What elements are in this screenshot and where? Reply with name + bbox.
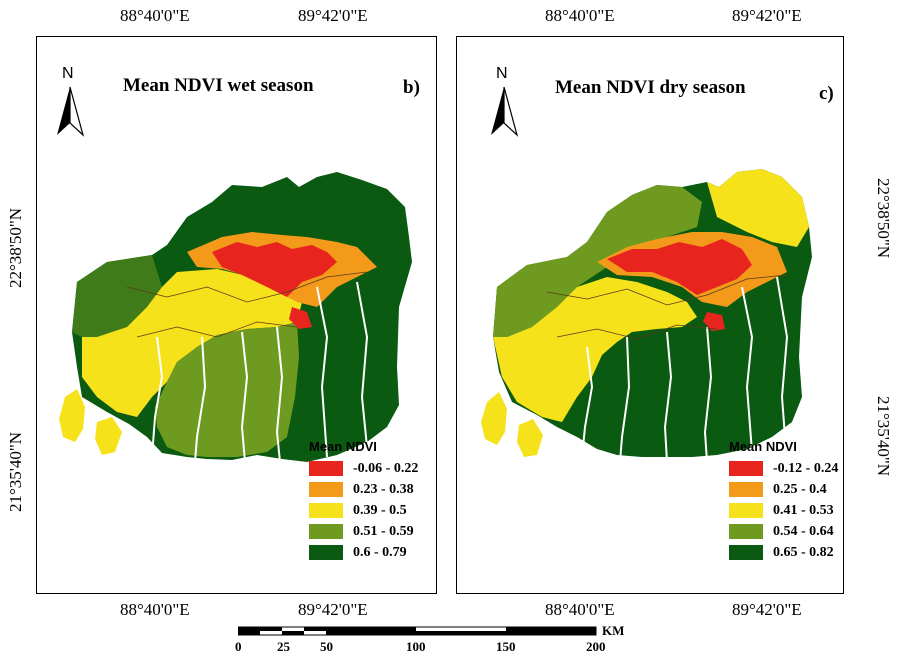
lon-label-top-right-1: 88°40'0"E	[545, 6, 615, 25]
north-arrow-dry: N	[489, 65, 519, 137]
scale-bar-unit: KM	[602, 623, 625, 638]
scale-tick-label: 100	[406, 639, 426, 654]
scale-tick-label: 150	[496, 639, 516, 654]
legend-label: 0.39 - 0.5	[353, 502, 407, 518]
panel-title-wet: Mean NDVI wet season	[123, 75, 314, 96]
north-arrow-icon	[57, 86, 85, 137]
legend-label: -0.06 - 0.22	[353, 460, 419, 476]
map-panel-dry-season: N Mean NDVI dry season c) Mean NDVI -0.1…	[456, 36, 844, 594]
lat-label-left-bottom: 21°35'40"N	[6, 431, 25, 512]
legend-label: 0.54 - 0.64	[773, 523, 834, 539]
legend-swatch	[309, 545, 343, 560]
ndvi-map-dry	[481, 169, 812, 463]
lon-label-top-left-2: 89°42'0"E	[298, 6, 368, 25]
legend-label: 0.51 - 0.59	[353, 523, 414, 539]
legend-dry: Mean NDVI -0.12 - 0.24 0.25 - 0.4 0.41 -…	[729, 439, 838, 563]
lat-label-right-top: 22°38'50"N	[874, 178, 893, 259]
map-panel-wet-season: N Mean NDVI wet season b) Mean NDVI -0.0…	[36, 36, 437, 594]
legend-item: -0.06 - 0.22	[309, 458, 418, 479]
north-arrow-wet: N	[55, 65, 85, 137]
north-arrow-letter: N	[62, 65, 74, 82]
legend-item: 0.65 - 0.82	[729, 542, 838, 563]
legend-label: 0.25 - 0.4	[773, 481, 827, 497]
lon-label-bottom-left-1: 88°40'0"E	[120, 600, 190, 619]
legend-title: Mean NDVI	[729, 439, 797, 454]
legend-item: 0.54 - 0.64	[729, 521, 838, 542]
legend-item: 0.51 - 0.59	[309, 521, 418, 542]
legend-label: 0.65 - 0.82	[773, 544, 834, 560]
legend-swatch	[309, 503, 343, 518]
legend-swatch	[729, 545, 763, 560]
scale-tick-label: 0	[235, 639, 242, 654]
scale-tick-label: 25	[277, 639, 290, 654]
lat-label-left-top: 22°38'50"N	[6, 207, 25, 288]
panel-title-dry: Mean NDVI dry season	[555, 77, 746, 98]
scale-tick-label: 50	[320, 639, 333, 654]
legend-swatch	[309, 482, 343, 497]
legend-item: 0.23 - 0.38	[309, 479, 418, 500]
legend-item: 0.25 - 0.4	[729, 479, 838, 500]
legend-swatch	[729, 524, 763, 539]
legend-swatch	[729, 482, 763, 497]
legend-item: 0.6 - 0.79	[309, 542, 418, 563]
lon-label-bottom-right-1: 88°40'0"E	[545, 600, 615, 619]
legend-swatch	[309, 461, 343, 476]
legend-title: Mean NDVI	[309, 439, 377, 454]
legend-swatch	[729, 461, 763, 476]
legend-label: -0.12 - 0.24	[773, 460, 839, 476]
legend-wet: Mean NDVI -0.06 - 0.22 0.23 - 0.38 0.39 …	[309, 439, 418, 563]
legend-item: 0.41 - 0.53	[729, 500, 838, 521]
north-arrow-icon	[491, 86, 519, 137]
legend-label: 0.23 - 0.38	[353, 481, 414, 497]
legend-item: -0.12 - 0.24	[729, 458, 838, 479]
north-arrow-letter: N	[496, 65, 508, 82]
legend-swatch	[309, 524, 343, 539]
lat-label-right-bottom: 21°35'40"N	[874, 396, 893, 477]
legend-item: 0.39 - 0.5	[309, 500, 418, 521]
scale-tick-label: 200	[586, 639, 606, 654]
panel-label-b: b)	[403, 77, 420, 98]
lon-label-top-left-1: 88°40'0"E	[120, 6, 190, 25]
scale-bar-graphic	[238, 626, 597, 636]
lon-label-bottom-right-2: 89°42'0"E	[732, 600, 802, 619]
lon-label-bottom-left-2: 89°42'0"E	[298, 600, 368, 619]
legend-label: 0.6 - 0.79	[353, 544, 407, 560]
panel-label-c: c)	[819, 83, 834, 104]
ndvi-map-wet	[59, 172, 412, 463]
legend-label: 0.41 - 0.53	[773, 502, 834, 518]
legend-swatch	[729, 503, 763, 518]
lon-label-top-right-2: 89°42'0"E	[732, 6, 802, 25]
